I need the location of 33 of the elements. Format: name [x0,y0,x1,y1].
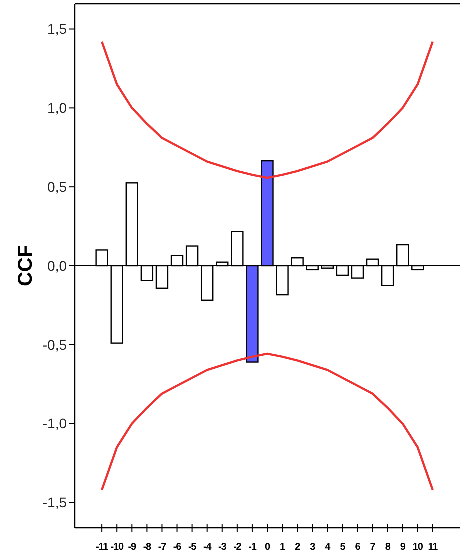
line-series [100,352,434,492]
x-tick-label: -11 [96,542,110,553]
x-tick-label: 3 [310,542,316,553]
x-tick-label: -7 [158,542,168,553]
x-tick-label: -5 [188,542,198,553]
x-tick-label: 0 [265,542,272,553]
x-tick-label: 8 [385,542,392,553]
x-tick-label: -3 [218,542,228,553]
x-tick-label: -8 [143,542,152,553]
x-tick-label: 7 [370,542,376,553]
y-axis-title: CCF [15,245,37,287]
y-tick-label: -0,5 [42,336,68,353]
x-tick-label: -1 [248,542,258,553]
x-tick-label: 6 [355,542,362,553]
x-tick-label: 4 [325,542,332,553]
y-tick-label: -1,5 [42,494,68,511]
y-tick-label: 0,5 [48,178,68,195]
x-tick-label: -6 [173,542,182,553]
y-tick-label: 0,0 [48,258,68,274]
x-tick-label: 2 [295,542,302,553]
x-tick-label: -9 [128,542,138,553]
y-tick-label: 1,5 [48,21,68,38]
x-tick-label: -4 [203,542,212,553]
x-tick-label: -2 [234,542,242,553]
x-tick-label: -10 [110,542,124,553]
y-tick-label: 1,0 [48,100,68,116]
x-tick-label: 9 [400,542,406,553]
x-tick-label: 1 [280,542,286,553]
y-tick-label: -1,0 [42,416,68,432]
line-series [100,40,434,180]
x-tick-label: 11 [428,542,439,553]
x-tick-label: 10 [412,542,424,553]
x-tick-label: 5 [340,542,346,553]
